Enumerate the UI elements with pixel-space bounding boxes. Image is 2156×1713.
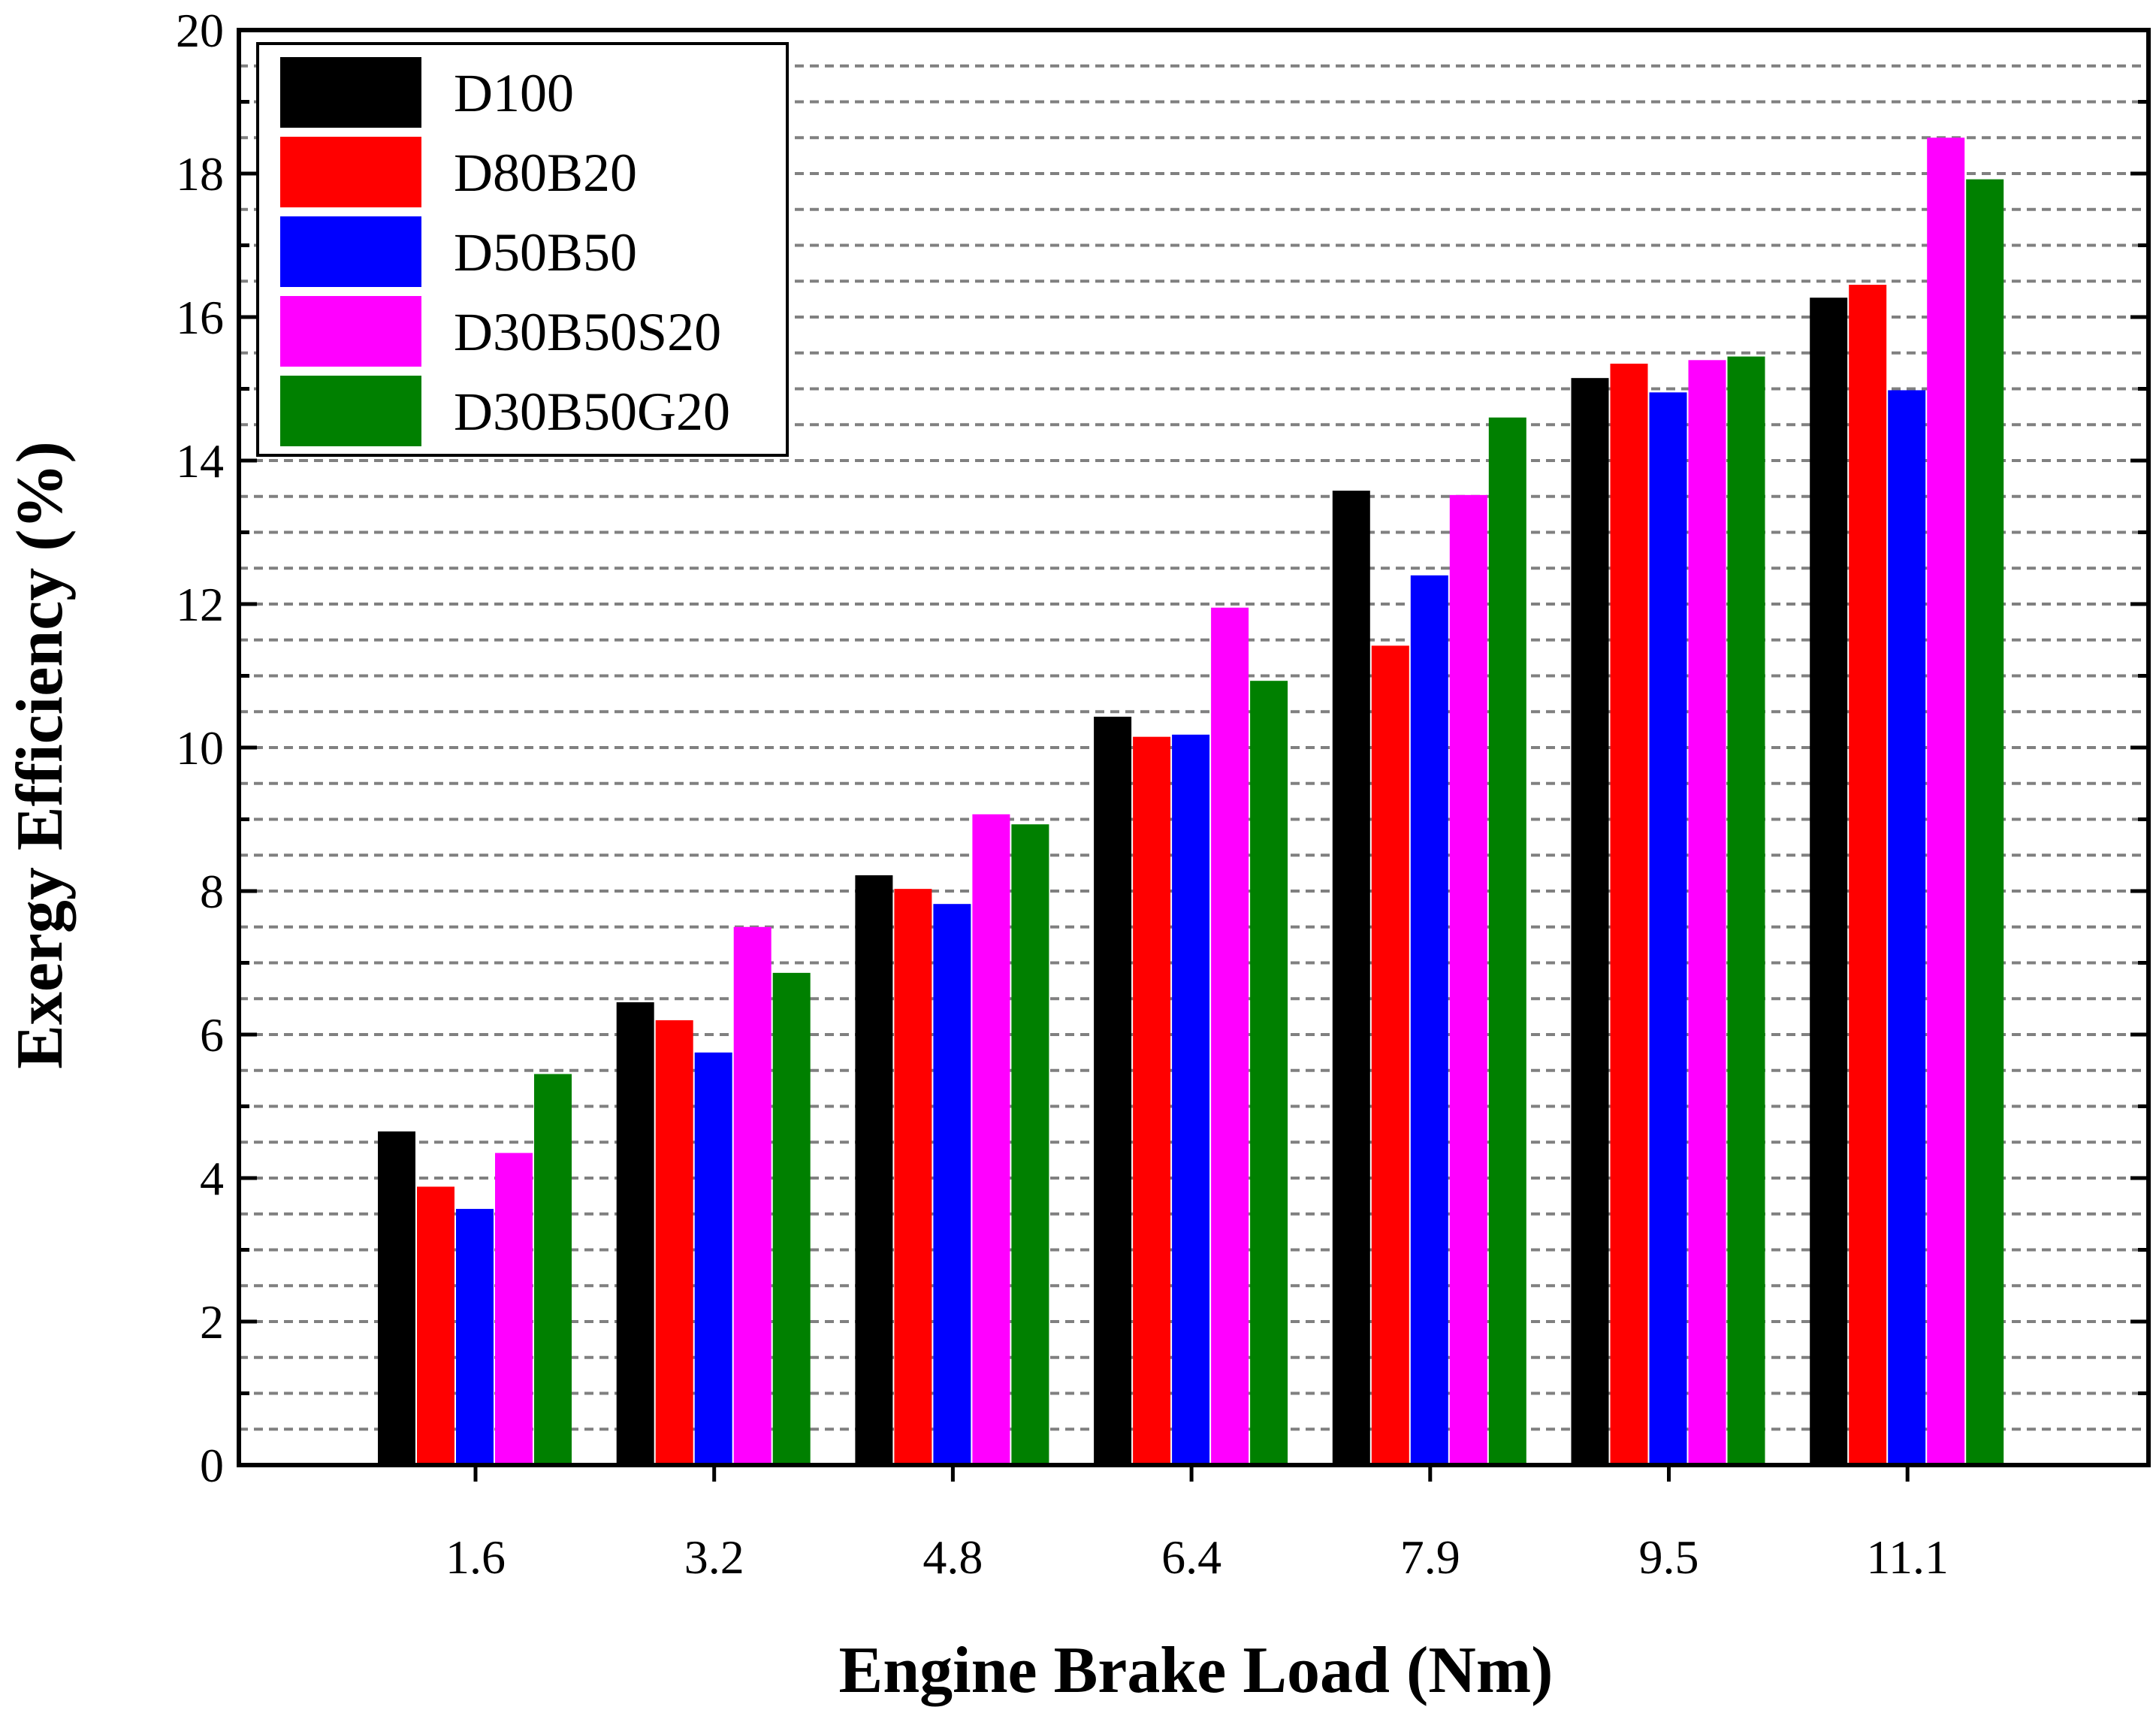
bar-d100-11-1	[1810, 298, 1848, 1466]
x-tick-label: 4.8	[922, 1530, 983, 1584]
bar-d50b50-3-2	[694, 1052, 732, 1465]
bar-d30b50g20-6-4	[1250, 681, 1288, 1465]
bar-d80b20-3-2	[655, 1020, 693, 1465]
bar-d50b50-4-8	[933, 904, 971, 1465]
x-tick-label: 1.6	[445, 1530, 506, 1584]
bar-d80b20-11-1	[1849, 285, 1887, 1465]
legend-label-d80b20: D80B20	[454, 143, 637, 203]
bar-d80b20-6-4	[1133, 736, 1171, 1465]
bar-d30b50s20-4-8	[972, 814, 1010, 1465]
bar-d50b50-6-4	[1172, 734, 1210, 1465]
x-tick-label: 3.2	[684, 1530, 744, 1584]
legend-label-d50b50: D50B50	[454, 222, 637, 282]
y-tick-label: 14	[176, 434, 224, 488]
bar-d80b20-9-5	[1610, 364, 1648, 1466]
bar-d50b50-9-5	[1649, 392, 1687, 1465]
bar-d30b50s20-11-1	[1927, 137, 1965, 1465]
bar-d30b50s20-6-4	[1211, 607, 1249, 1465]
bar-d50b50-1-6	[456, 1209, 494, 1465]
bar-d30b50s20-3-2	[733, 926, 772, 1465]
bar-d30b50s20-1-6	[495, 1153, 533, 1465]
legend-swatch-d30b50g20	[280, 376, 421, 446]
y-tick-label: 10	[176, 721, 224, 775]
x-tick-label: 11.1	[1866, 1530, 1949, 1584]
bars	[378, 137, 2004, 1466]
legend-label-d100: D100	[454, 63, 574, 123]
bar-d100-4-8	[855, 875, 893, 1465]
y-tick-label: 6	[200, 1008, 224, 1062]
bar-d80b20-4-8	[894, 889, 932, 1465]
bar-d30b50s20-7-9	[1449, 494, 1487, 1465]
y-tick-label: 12	[176, 578, 224, 631]
x-tick-label: 7.9	[1400, 1530, 1460, 1584]
bar-d100-1-6	[378, 1131, 415, 1465]
axes: 0 2 4 6 8 10 12 14 16 18 20 1.6 3.2 4.8 6.4 7.9 9.5 11.1	[176, 4, 2151, 1584]
bar-d30b50g20-4-8	[1011, 824, 1049, 1465]
bar-d80b20-1-6	[417, 1186, 454, 1465]
bar-d50b50-11-1	[1888, 390, 1926, 1466]
legend: D100 D80B20 D50B50 D30B50S20 D30B50G20	[256, 42, 789, 457]
y-tick-label: 18	[176, 147, 224, 201]
y-tick-label: 0	[200, 1439, 224, 1492]
bar-d100-3-2	[616, 1002, 654, 1465]
legend-swatch-d50b50	[280, 216, 421, 287]
y-tick-label: 8	[200, 865, 224, 918]
legend-swatch-d100	[280, 57, 421, 128]
legend-swatch-d30b50s20	[280, 296, 421, 367]
bar-d100-7-9	[1332, 491, 1370, 1465]
x-tick-label: 6.4	[1161, 1530, 1221, 1584]
bar-d50b50-7-9	[1410, 575, 1448, 1465]
bar-d80b20-7-9	[1371, 645, 1409, 1465]
bar-d100-6-4	[1094, 716, 1132, 1465]
y-tick-label: 16	[176, 291, 224, 344]
legend-label-d30b50g20: D30B50G20	[454, 382, 730, 442]
x-tick-label: 9.5	[1639, 1530, 1699, 1584]
bar-d30b50g20-3-2	[772, 972, 811, 1465]
bar-d30b50s20-9-5	[1688, 360, 1726, 1465]
bar-d30b50g20-7-9	[1488, 417, 1526, 1466]
y-axis-title: Exergy Efficiency (%)	[4, 441, 77, 1069]
y-tick-label: 2	[200, 1295, 224, 1349]
bar-d100-9-5	[1571, 378, 1609, 1465]
y-tick-label: 4	[200, 1152, 224, 1205]
bar-d30b50g20-1-6	[534, 1074, 572, 1465]
y-tick-label: 20	[176, 4, 224, 57]
bar-d30b50g20-11-1	[1966, 179, 2004, 1465]
bar-d30b50g20-9-5	[1727, 356, 1765, 1465]
legend-label-d30b50s20: D30B50S20	[454, 302, 721, 362]
legend-swatch-d80b20	[280, 137, 421, 207]
x-axis-title: Engine Brake Load (Nm)	[839, 1634, 1554, 1707]
